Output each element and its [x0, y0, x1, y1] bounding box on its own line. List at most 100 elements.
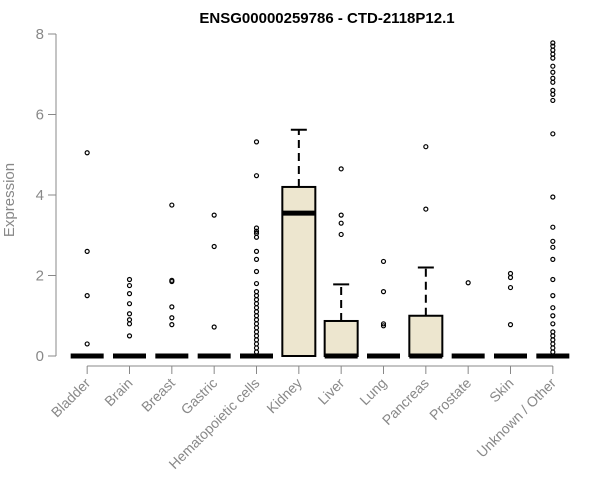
- outlier-point: [84, 341, 90, 347]
- outlier-point: [253, 301, 260, 307]
- outlier-point: [550, 69, 556, 75]
- outlier-point: [338, 166, 344, 172]
- y-tick-label: 2: [36, 268, 44, 285]
- outlier-point: [253, 248, 260, 254]
- box-lung: [367, 258, 400, 359]
- box-liver: [323, 166, 359, 359]
- x-tick-label: Breast: [138, 375, 178, 415]
- x-tick-label: Skin: [486, 375, 517, 406]
- box-pancreas: [408, 144, 444, 359]
- outlier-point: [550, 47, 556, 53]
- outlier-point: [550, 238, 556, 244]
- outlier-point: [253, 256, 260, 262]
- outlier-point: [253, 337, 260, 343]
- box-prostate: [451, 280, 485, 359]
- outlier-point: [550, 341, 556, 347]
- outlier-point: [253, 139, 260, 145]
- outlier-point: [550, 224, 556, 230]
- y-axis: 0 2 4 6 8: [36, 26, 57, 365]
- outlier-point: [338, 231, 344, 238]
- outlier-point: [423, 144, 429, 150]
- outlier-point: [380, 323, 387, 329]
- box-gastric: [197, 212, 231, 359]
- outlier-point: [253, 345, 260, 351]
- outlier-point: [550, 333, 556, 339]
- outlier-point: [253, 325, 260, 331]
- y-tick-label: 0: [36, 348, 44, 365]
- x-tick-label: Prostate: [426, 375, 474, 423]
- outlier-point: [550, 194, 556, 200]
- outlier-point: [550, 244, 556, 250]
- outlier-point: [126, 276, 133, 283]
- outlier-point: [507, 284, 514, 291]
- chart-title: ENSG00000259786 - CTD-2118P12.1: [199, 10, 454, 27]
- outlier-point: [84, 293, 90, 299]
- outlier-point: [550, 313, 556, 319]
- box-iqr: [323, 319, 359, 358]
- outlier-point: [253, 293, 260, 299]
- outlier-point: [550, 293, 556, 299]
- outlier-point: [380, 258, 387, 265]
- outlier-point: [126, 301, 133, 307]
- x-tick-label: Brain: [101, 375, 135, 409]
- outlier-point: [338, 212, 344, 218]
- outlier-point: [465, 280, 471, 286]
- y-tick-label: 6: [36, 107, 44, 124]
- box-iqr: [408, 314, 444, 357]
- box-bladder: [70, 150, 104, 359]
- outlier-point: [211, 212, 217, 218]
- outlier-point: [169, 315, 175, 321]
- outlier-point: [507, 270, 514, 277]
- outlier-point: [169, 278, 175, 285]
- box-hematopoietic-cells: [240, 139, 273, 359]
- outlier-point: [253, 333, 260, 339]
- x-tick-label: Lung: [356, 375, 389, 408]
- outlier-point: [550, 79, 556, 85]
- outlier-point: [253, 305, 260, 311]
- outlier-point: [550, 97, 556, 104]
- x-tick-label: Bladder: [48, 375, 94, 421]
- outlier-point: [550, 131, 556, 137]
- box-kidney: [281, 128, 317, 357]
- outlier-point: [550, 305, 556, 311]
- outlier-point: [550, 256, 556, 262]
- outlier-point: [126, 291, 133, 297]
- x-tick-label: Pancreas: [379, 375, 432, 428]
- outlier-point: [253, 349, 260, 355]
- outlier-point: [550, 337, 556, 343]
- outlier-point: [423, 206, 429, 212]
- outlier-point: [253, 297, 260, 303]
- outlier-point: [84, 150, 90, 156]
- outlier-point: [253, 234, 260, 240]
- outlier-point: [550, 349, 556, 355]
- outlier-point: [253, 317, 260, 323]
- outlier-point: [211, 243, 217, 250]
- x-tick-label: Kidney: [263, 375, 305, 417]
- outlier-point: [126, 282, 133, 289]
- outlier-point: [253, 321, 260, 327]
- outlier-point: [550, 63, 556, 69]
- outlier-point: [550, 345, 556, 351]
- y-tick-label: 4: [36, 187, 44, 204]
- outlier-point: [253, 329, 260, 335]
- outlier-point: [126, 311, 133, 317]
- x-tick-label: Unknown / Other: [473, 375, 559, 461]
- outlier-point: [550, 91, 556, 97]
- outlier-point: [169, 202, 175, 208]
- outlier-point: [380, 289, 387, 295]
- outlier-point: [253, 173, 260, 179]
- outlier-point: [84, 248, 90, 254]
- box-unknown-other: [536, 40, 570, 359]
- outlier-point: [253, 268, 260, 275]
- outlier-point: [253, 225, 260, 231]
- y-tick-label: 8: [36, 26, 44, 43]
- box-brain: [113, 276, 146, 359]
- outlier-point: [550, 87, 556, 93]
- outlier-point: [507, 274, 514, 281]
- outlier-point: [550, 321, 556, 327]
- x-tick-label: Liver: [315, 375, 348, 408]
- box-skin: [494, 270, 527, 359]
- y-axis-label: Expression: [1, 163, 18, 237]
- outlier-point: [253, 309, 260, 315]
